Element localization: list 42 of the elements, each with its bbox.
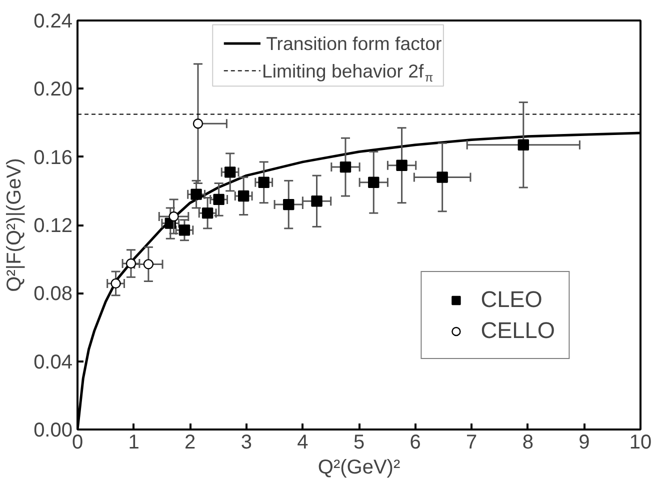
x-tick-label: 8 (522, 432, 534, 454)
point (283, 198, 294, 210)
point (396, 160, 408, 171)
x-tick-label: 4 (297, 432, 308, 454)
legend-label: CLEO (480, 286, 542, 313)
x-tick-label: 7 (466, 432, 478, 454)
point (190, 188, 202, 200)
point (202, 207, 214, 219)
y-tick-label: 0.00 (34, 420, 73, 442)
legend-label: CELLO (480, 317, 555, 344)
point (238, 190, 250, 202)
y-tick-label: 0.16 (34, 146, 73, 169)
point (224, 166, 236, 178)
x-tick-label: 2 (184, 432, 196, 454)
x-tick-label: 5 (353, 432, 365, 454)
point (143, 259, 154, 270)
y-axis-title: Q²|F(Q²)|(GeV) (4, 158, 26, 292)
point (126, 258, 136, 269)
point (311, 196, 322, 207)
y-tick-label: 0.20 (34, 78, 73, 101)
x-axis-title: Q²(GeV)² (318, 456, 400, 478)
point (258, 176, 270, 188)
point (168, 211, 179, 222)
x-tick-label: 6 (410, 432, 421, 454)
x-tick-label: 1 (128, 432, 140, 454)
x-tick-label: 0 (72, 432, 84, 454)
point (518, 139, 529, 151)
point (368, 176, 380, 188)
point (340, 161, 352, 173)
point (178, 224, 190, 236)
y-tick-label: 0.08 (34, 283, 73, 306)
y-tick-label: 0.04 (34, 351, 73, 374)
x-tick-label: 3 (240, 432, 252, 454)
y-tick-label: 0.24 (34, 10, 73, 32)
x-tick-label: 10 (629, 432, 652, 454)
point (192, 118, 204, 129)
point (110, 278, 121, 289)
y-tick-label: 0.12 (34, 215, 73, 237)
legend-label: Transition form factor (266, 33, 442, 54)
point (213, 194, 224, 206)
point (436, 172, 448, 183)
x-tick-label: 9 (578, 432, 590, 454)
